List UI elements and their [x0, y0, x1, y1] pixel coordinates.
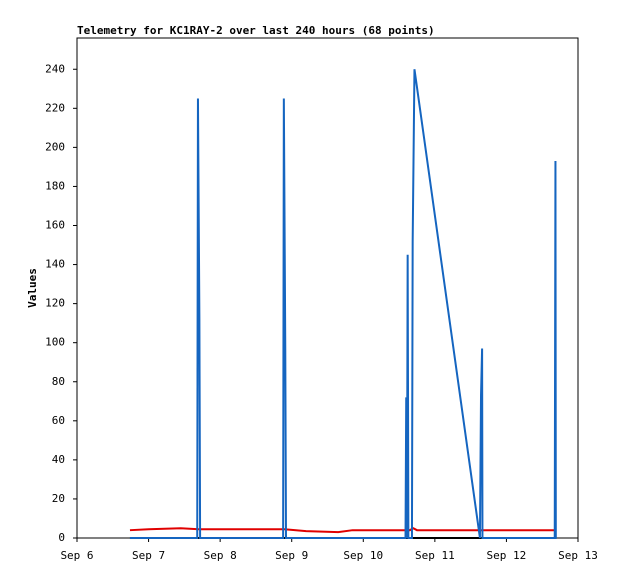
- plot-frame: [76, 37, 579, 539]
- x-tick-label: Sep 13: [558, 549, 598, 562]
- series-line: [129, 527, 557, 534]
- y-tick-label: 40: [52, 453, 65, 466]
- x-tick-label: Sep 9: [275, 549, 308, 562]
- x-tick-label: Sep 7: [132, 549, 165, 562]
- y-tick-label: 60: [52, 414, 65, 427]
- y-tick-label: 180: [45, 179, 65, 192]
- y-tick-label: 200: [45, 140, 65, 153]
- x-tick-label: Sep 12: [487, 549, 527, 562]
- y-tick-label: 240: [45, 62, 65, 75]
- y-tick-label: 100: [45, 336, 65, 349]
- y-tick-label: 140: [45, 258, 65, 271]
- x-tick-label: Sep 10: [343, 549, 383, 562]
- x-tick-label: Sep 8: [204, 549, 237, 562]
- y-tick-label: 220: [45, 101, 65, 114]
- y-tick-label: 0: [58, 531, 65, 544]
- y-tick-label: 120: [45, 297, 65, 310]
- series-line: [129, 69, 557, 539]
- chart-title: Telemetry for KC1RAY-2 over last 240 hou…: [77, 24, 435, 37]
- y-tick-label: 80: [52, 375, 65, 388]
- x-tick-label: Sep 11: [415, 549, 455, 562]
- y-tick-label: 20: [52, 492, 65, 505]
- x-tick-label: Sep 6: [60, 549, 93, 562]
- y-axis-label: Values: [26, 268, 39, 308]
- y-tick-label: 160: [45, 219, 65, 232]
